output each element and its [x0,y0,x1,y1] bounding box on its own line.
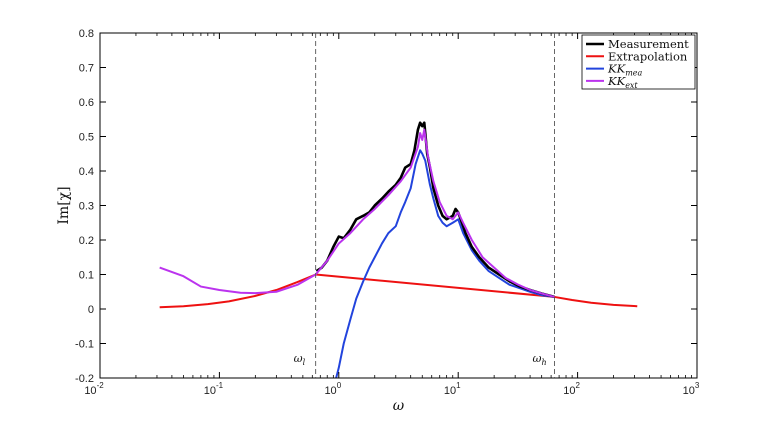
x-tick-label: 102 [563,381,580,397]
series-line-measurement [315,121,555,299]
y-axis-label: Im[χ] [56,186,72,224]
series-line-kk-ext [159,128,555,298]
y-tick-label: 0.3 [79,201,94,213]
x-tick-label: 10-1 [204,381,224,397]
y-tick-label: 0.6 [79,97,94,109]
y-tick-label: 0.8 [79,28,94,40]
y-tick-label: 0.7 [79,63,94,75]
threshold-label-h: ωh [532,352,546,367]
y-tick-label: 0.1 [79,270,94,282]
threshold-label-l: ωl [294,352,306,367]
x-tick-label: 103 [683,381,700,397]
y-tick-label: 0.4 [79,166,94,178]
y-tick-label: 0 [88,304,94,316]
legend-label: Extrapolation [608,49,688,63]
series-line-kk-mea [335,149,555,378]
series-line-extrapolation [159,273,638,309]
x-tick-label: 100 [324,381,341,397]
x-axis-label: ω [393,398,405,414]
y-tick-label: -0.1 [75,339,94,351]
y-tick-label: 0.2 [79,235,94,247]
x-tick-label: 101 [444,381,461,397]
y-tick-label: 0.5 [79,132,94,144]
y-tick-label: -0.2 [75,373,94,385]
legend-label: Measurement [608,37,689,51]
